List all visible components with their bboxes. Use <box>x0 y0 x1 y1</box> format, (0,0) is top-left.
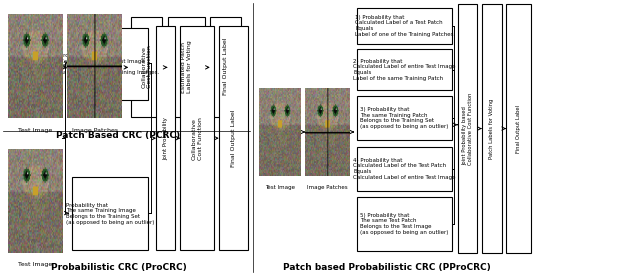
Text: Image Patches: Image Patches <box>72 128 118 133</box>
Text: Probabilistic CRC (ProCRC): Probabilistic CRC (ProCRC) <box>51 263 186 272</box>
FancyBboxPatch shape <box>357 147 452 191</box>
Text: Patch Labels for Voting: Patch Labels for Voting <box>490 98 494 159</box>
Text: 3) Probability that
The same Training Patch
Belongs to the Training Set
(as oppo: 3) Probability that The same Training Pa… <box>360 107 449 129</box>
Text: Patch Based CRC (PCRC): Patch Based CRC (PCRC) <box>56 131 180 140</box>
FancyBboxPatch shape <box>357 8 452 44</box>
Text: Patch based Probabilistic CRC (PProCRC): Patch based Probabilistic CRC (PProCRC) <box>284 263 491 272</box>
FancyBboxPatch shape <box>168 16 205 117</box>
FancyBboxPatch shape <box>156 26 175 250</box>
Text: Collaborative
Cost Function: Collaborative Cost Function <box>141 45 152 88</box>
Text: Final Output Label: Final Output Label <box>231 109 236 167</box>
FancyBboxPatch shape <box>458 4 477 253</box>
FancyBboxPatch shape <box>506 4 531 253</box>
Text: Probability that
The same Training Image
Belongs to the Training Set
(as opposed: Probability that The same Training Image… <box>66 203 154 225</box>
Text: Probability that
Calculated Label of Test Image
Equals
Label of one of the Train: Probability that Calculated Label of Tes… <box>60 53 160 75</box>
FancyBboxPatch shape <box>131 16 162 117</box>
FancyBboxPatch shape <box>219 26 248 250</box>
Text: Final Output Label: Final Output Label <box>516 104 521 153</box>
FancyBboxPatch shape <box>357 197 452 251</box>
Text: Final Output Label: Final Output Label <box>223 38 228 95</box>
Text: Test Image: Test Image <box>18 262 52 267</box>
Text: Collaborative
Cost Function: Collaborative Cost Function <box>192 117 202 160</box>
FancyBboxPatch shape <box>482 4 502 253</box>
Text: 2) Probability that
Calculated Label of entire Test Image
Equals
Label of the sa: 2) Probability that Calculated Label of … <box>353 59 456 81</box>
Text: Estimated Patch
Labels for Voting: Estimated Patch Labels for Voting <box>181 40 191 93</box>
FancyBboxPatch shape <box>72 177 148 250</box>
FancyBboxPatch shape <box>180 26 214 250</box>
Text: Image Patches: Image Patches <box>307 185 348 190</box>
Text: 4) Probability that
Calculated Label of the Test Patch
Equals
Calculated Label o: 4) Probability that Calculated Label of … <box>353 158 456 180</box>
Text: 5) Probability that
The same Test Patch
Belongs to the Test Image
(as opposed to: 5) Probability that The same Test Patch … <box>360 213 449 235</box>
Text: Joint Probability based
Collaborative Cost Function: Joint Probability based Collaborative Co… <box>462 92 473 165</box>
Text: Test Image: Test Image <box>265 185 294 190</box>
FancyBboxPatch shape <box>357 50 452 90</box>
Text: Joint Probability: Joint Probability <box>163 117 168 160</box>
FancyBboxPatch shape <box>210 16 241 117</box>
Text: Test Image: Test Image <box>18 128 52 133</box>
FancyBboxPatch shape <box>357 96 452 140</box>
FancyBboxPatch shape <box>72 28 148 100</box>
Text: 1) Probability that
Calculated Label of a Test Patch
Equals
Label of one of the : 1) Probability that Calculated Label of … <box>355 15 454 37</box>
